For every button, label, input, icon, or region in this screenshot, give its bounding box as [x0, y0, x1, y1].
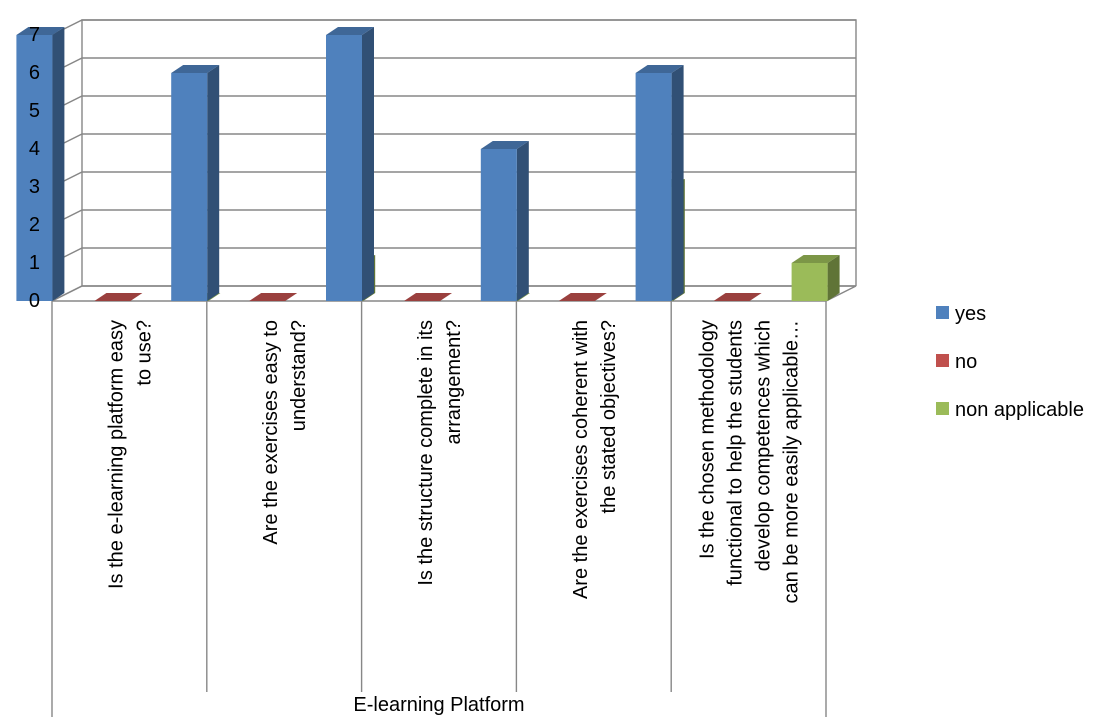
- bar-side: [52, 27, 65, 301]
- legend-label-non-applicable: non applicable: [955, 399, 1084, 421]
- group-axis-label: E-learning Platform: [353, 694, 524, 716]
- bar-top: [713, 293, 762, 301]
- y-tick-label: 3: [29, 176, 40, 198]
- y-tick-label: 4: [29, 138, 40, 160]
- bar-top: [635, 65, 684, 73]
- bar-no-q5: [713, 293, 762, 301]
- y-tick-label: 1: [29, 252, 40, 274]
- bar-yes-q3: [326, 27, 374, 301]
- gridline: [51, 57, 856, 74]
- bar-front: [635, 73, 672, 301]
- y-tick-labels: 0 1 2 3 4 5 6 7: [29, 24, 40, 312]
- y-tick-label: 7: [29, 24, 40, 46]
- bar-side: [827, 255, 840, 301]
- category-label-q2-line-1: Are the exercises easy to: [260, 320, 282, 545]
- bar-top: [558, 293, 607, 301]
- y-tick-label: 2: [29, 214, 40, 236]
- bar-top: [249, 293, 298, 301]
- bar-yes-q1: [16, 27, 65, 301]
- bar-yes-q5: [635, 65, 684, 301]
- gridline: [51, 19, 856, 36]
- category-label-q3-line-1: Is the structure complete in its: [415, 320, 437, 586]
- bar-top: [480, 141, 529, 149]
- category-label-q5-line-2: functional to help the students: [725, 320, 747, 586]
- bar-side: [362, 27, 374, 301]
- bar-front: [326, 35, 362, 301]
- bar-top: [791, 255, 840, 263]
- bar-side: [516, 141, 529, 301]
- legend-label-no: no: [955, 351, 977, 373]
- category-label-q5-line-1: Is the chosen methodology: [697, 320, 719, 559]
- y-tick-label: 6: [29, 62, 40, 84]
- category-label-q4-line-1: Are the exercises coherent with: [570, 320, 592, 599]
- legend-swatch-yes: [936, 306, 949, 319]
- bar-front: [16, 35, 53, 301]
- category-labels: Is the e-learning platform easy to use? Ar…: [105, 320, 802, 716]
- bar-top: [16, 27, 65, 35]
- category-label-q1-line-1: Is the e-learning platform easy: [105, 320, 127, 589]
- bar-top: [94, 293, 143, 301]
- bar-yes-q4: [480, 141, 529, 301]
- category-label-q5-line-4: can be more easily applicable…: [781, 320, 803, 604]
- bar-top: [326, 27, 374, 35]
- bar-no-q3: [404, 293, 452, 301]
- legend-swatch-no: [936, 354, 949, 367]
- bar-top: [404, 293, 452, 301]
- category-label-q2-line-2: understand?: [288, 320, 310, 431]
- bar-non-applicable-q5: [791, 255, 840, 301]
- y-tick-label: 5: [29, 100, 40, 122]
- category-label-q4-line-2: the stated objectives?: [598, 320, 620, 513]
- bar-no-q4: [558, 293, 607, 301]
- bar-no-q1: [94, 293, 143, 301]
- bar-front: [791, 263, 828, 301]
- bar-no-q2: [249, 293, 298, 301]
- bars: [16, 27, 840, 301]
- legend: yes no non applicable: [936, 303, 1084, 421]
- y-tick-label: 0: [29, 290, 40, 312]
- legend-swatch-non-applicable: [936, 402, 949, 415]
- category-label-q5-line-3: develop competences which: [753, 320, 775, 571]
- bar-top: [171, 65, 220, 73]
- bar-side: [207, 65, 220, 301]
- bar-yes-q2: [171, 65, 220, 301]
- category-label-q3-line-2: arrangement?: [443, 320, 465, 445]
- bar-front: [480, 149, 517, 301]
- gridline: [51, 285, 856, 302]
- bar-side: [671, 65, 684, 301]
- legend-label-yes: yes: [955, 303, 986, 325]
- bar-front: [171, 73, 208, 301]
- category-label-q1-line-2: to use?: [133, 320, 155, 386]
